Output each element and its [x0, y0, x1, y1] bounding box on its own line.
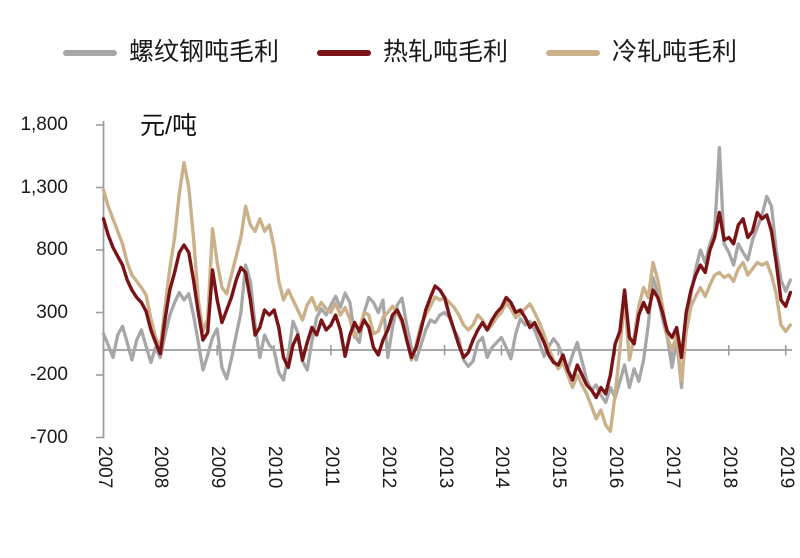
legend-label-rebar: 螺纹钢吨毛利	[128, 38, 279, 66]
x-axis-tick-label: 2017	[662, 446, 683, 489]
rebar-line-swatch	[62, 49, 117, 56]
x-axis-tick-label: 2010	[264, 446, 286, 489]
y-axis-tick-label: 1,300	[20, 176, 68, 198]
chart-legend: 螺纹钢吨毛利 热轧吨毛利 冷轧吨毛利	[0, 40, 800, 65]
x-axis-tick-label: 2016	[605, 446, 627, 489]
x-axis-tick-label: 2013	[434, 446, 456, 489]
legend-label-hot-rolled: 热轧吨毛利	[382, 38, 508, 66]
y-axis-tick-label: -700	[29, 426, 68, 448]
x-axis-tick-label: 2011	[320, 446, 342, 487]
axis-ticks	[96, 124, 787, 439]
legend-item-hot-rolled: 热轧吨毛利	[316, 38, 508, 66]
x-axis-tick-label: 2019	[775, 446, 797, 489]
x-axis-tick-label: 2015	[548, 446, 570, 489]
legend-label-cold-rolled: 冷轧吨毛利	[612, 38, 738, 66]
x-axis-tick-label: 2012	[377, 446, 399, 489]
x-axis-tick-label: 2008	[150, 446, 172, 489]
hot-rolled-series-line	[101, 210, 793, 400]
y-axis-tick-label: 1,800	[20, 114, 68, 135]
rebar-series-line	[101, 145, 793, 405]
x-axis-tick-label: 2007	[93, 446, 115, 489]
x-axis-tick-label: 2018	[718, 446, 740, 489]
legend-item-rebar: 螺纹钢吨毛利	[62, 38, 279, 66]
cold-rolled-line-swatch	[546, 49, 600, 56]
legend-item-cold-rolled: 冷轧吨毛利	[546, 40, 737, 65]
hot-rolled-line-swatch	[316, 49, 371, 56]
y-axis-tick-label: 300	[36, 301, 68, 323]
y-axis-unit-label: 元/吨	[140, 112, 197, 140]
x-axis-tick-label: 2009	[207, 446, 229, 489]
y-axis-tick-label: 800	[36, 239, 68, 260]
y-axis-tick-label: -200	[29, 364, 68, 385]
cold-rolled-series-line	[101, 160, 793, 433]
x-axis-tick-label: 2014	[491, 446, 513, 489]
